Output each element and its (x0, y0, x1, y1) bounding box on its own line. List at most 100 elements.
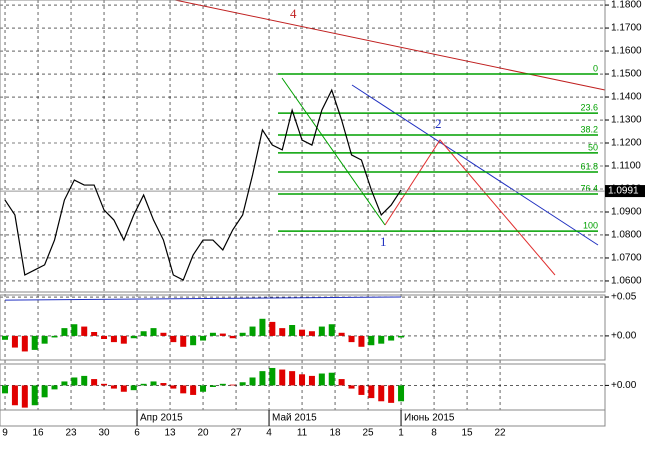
histogram-bar (190, 385, 197, 395)
x-tick-label: 22 (494, 428, 506, 439)
histogram-bar (249, 326, 256, 336)
histogram-bar (71, 377, 78, 386)
fib-label: 0 (593, 63, 598, 73)
y-tick-label: +0.00 (611, 380, 637, 391)
x-tick-label: 9 (2, 428, 8, 439)
histogram-bar (51, 335, 58, 338)
histogram-bar (101, 383, 108, 386)
fib-base-line (281, 77, 386, 226)
x-tick-label: 23 (65, 428, 77, 439)
grid (0, 0, 605, 410)
histogram-bar (269, 367, 276, 386)
histogram-bar (259, 318, 266, 336)
histogram-bar (101, 335, 108, 340)
histogram-bar (190, 335, 197, 346)
histogram-bar (239, 332, 246, 336)
trend-line (174, 0, 606, 91)
panel-frame (0, 294, 606, 361)
y-tick-label: 1.1500 (611, 69, 642, 80)
histogram-bar (269, 321, 276, 336)
histogram-bar (11, 385, 18, 406)
histogram-bar (338, 379, 345, 386)
histogram-bar (338, 332, 345, 336)
histogram-bar (239, 382, 246, 386)
histogram-bar (328, 372, 335, 386)
histogram-bar (328, 324, 335, 336)
histogram-bar (368, 335, 375, 346)
x-tick-label: 27 (230, 428, 242, 439)
histogram-bar (348, 385, 355, 389)
histogram-bar (110, 335, 117, 343)
wave-label: 1 (380, 234, 387, 249)
x-tick-label: 20 (197, 428, 209, 439)
histogram-bar (368, 385, 375, 399)
indicator-line (5, 296, 402, 301)
last-price-label: 1.0991 (608, 186, 639, 197)
histogram-bar (170, 335, 177, 343)
histogram-bar (31, 385, 38, 406)
histogram-bar (299, 329, 306, 336)
histogram-bar (130, 385, 137, 391)
y-tick-label: 1.1600 (611, 46, 642, 57)
y-tick-label: 1.1300 (611, 115, 642, 126)
histogram-bar (219, 383, 226, 386)
histogram-bar (289, 325, 296, 336)
histogram-bar (289, 371, 296, 386)
histogram-bar (388, 335, 395, 341)
histogram-bar (81, 326, 88, 336)
histogram-bar (91, 379, 98, 386)
fib-label: 76.4 (580, 183, 598, 193)
fib-label: 100 (583, 220, 598, 230)
trend-line (351, 84, 599, 246)
month-label: Апр 2015 (140, 413, 183, 424)
y-tick-label: 1.0900 (611, 207, 642, 218)
histogram-bar (81, 375, 88, 386)
y-tick-label: 1.0700 (611, 253, 642, 264)
histogram-bar (318, 373, 325, 386)
histogram-bar (219, 333, 226, 336)
histogram-bar (110, 385, 117, 389)
histogram-bar (318, 326, 325, 336)
x-tick-label: 15 (461, 428, 473, 439)
histogram-bar (130, 335, 137, 339)
fib-label: 50 (588, 142, 598, 152)
histogram-bar (378, 385, 385, 402)
histogram-bar (229, 384, 236, 386)
histogram-bar (308, 331, 315, 336)
histogram-bar (279, 369, 286, 386)
x-tick-label: 8 (431, 428, 437, 439)
histogram-bar (2, 385, 9, 394)
histogram-bar (308, 375, 315, 386)
projection-line (384, 139, 556, 276)
histogram-bar (61, 328, 68, 336)
histogram-bar (21, 335, 28, 352)
x-tick-label: 25 (362, 428, 374, 439)
histogram-bar (348, 335, 355, 343)
histogram-bar (160, 383, 167, 386)
histogram-bar (150, 381, 157, 386)
histogram-bar (140, 331, 147, 336)
wave-label: 4 (290, 6, 297, 21)
histogram-bar (229, 335, 236, 339)
histogram-bar (299, 374, 306, 386)
x-tick-label: 1 (398, 428, 404, 439)
histogram-bar (51, 385, 58, 390)
histogram-bar (71, 324, 78, 336)
histogram-bar (31, 335, 38, 350)
y-tick-label: 1.1100 (611, 161, 641, 172)
histogram-bar (140, 383, 147, 386)
x-tick-label: 6 (134, 428, 140, 439)
y-tick-label: +0.05 (611, 292, 637, 303)
histogram-bar (388, 385, 395, 403)
fib-label: 23.6 (580, 102, 598, 112)
x-tick-label: 16 (32, 428, 44, 439)
histogram-bar (180, 385, 187, 394)
histogram-bar (378, 335, 385, 344)
histogram-bar (21, 385, 28, 408)
histogram-bar (11, 335, 18, 348)
x-tick-label: 4 (266, 428, 272, 439)
y-tick-label: 1.0800 (611, 230, 642, 241)
histogram-bar (200, 385, 207, 392)
